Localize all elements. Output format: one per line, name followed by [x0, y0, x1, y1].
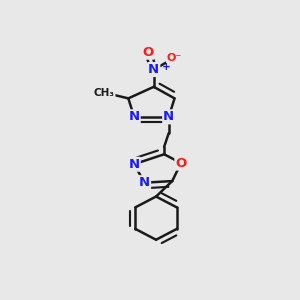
Text: N: N: [163, 110, 174, 123]
Text: O: O: [142, 46, 154, 59]
Text: CH₃: CH₃: [94, 88, 115, 98]
Text: O: O: [176, 157, 187, 169]
Text: O⁻: O⁻: [167, 53, 182, 63]
Text: N: N: [139, 176, 150, 189]
Text: N: N: [148, 63, 159, 76]
Text: N: N: [129, 110, 140, 123]
Text: N: N: [129, 158, 140, 171]
Text: +: +: [162, 62, 171, 72]
